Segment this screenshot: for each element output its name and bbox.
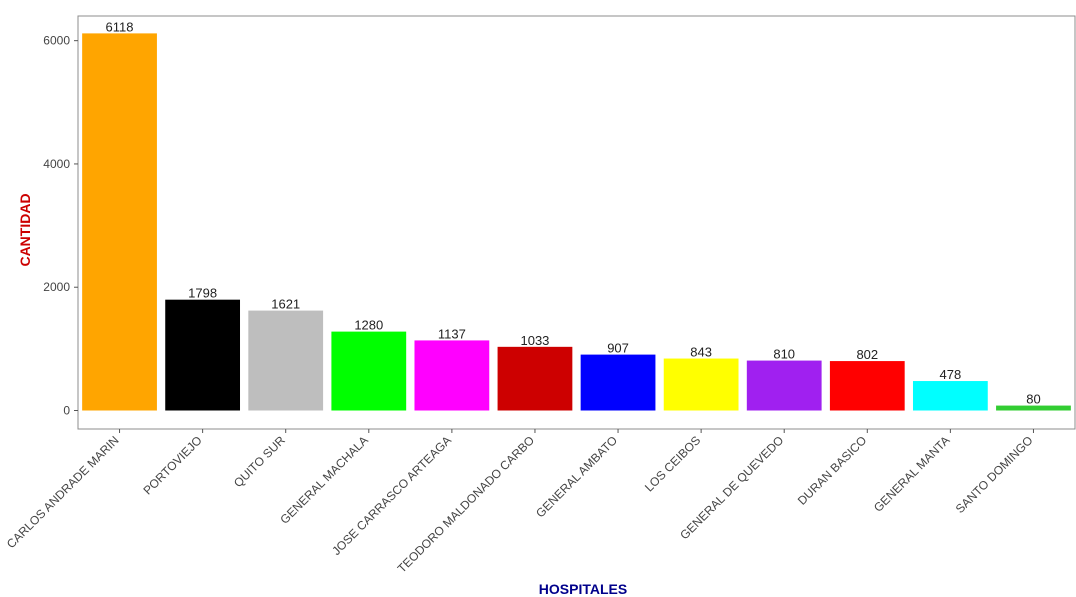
data-label: 1798: [188, 286, 217, 301]
bar: [663, 358, 739, 411]
bar: [746, 360, 822, 411]
data-label: 802: [856, 347, 878, 362]
bar: [248, 310, 324, 411]
bar: [996, 405, 1071, 411]
x-axis-title: HOSPITALES: [539, 581, 627, 597]
y-axis: 0 2000 4000 6000: [43, 34, 78, 418]
bar: [331, 331, 407, 411]
bars-group: [82, 33, 1071, 411]
y-axis-title: CANTIDAD: [17, 193, 33, 266]
data-label: 907: [607, 341, 629, 356]
data-label: 810: [773, 347, 795, 362]
plot-panel-border: [77, 15, 1076, 430]
data-label: 6118: [106, 19, 134, 34]
bar: [580, 354, 656, 411]
y-tick-label: 6000: [43, 34, 70, 48]
data-label: 1621: [271, 297, 300, 312]
bar: [165, 299, 241, 411]
data-label: 843: [690, 345, 712, 360]
data-label: 478: [940, 367, 962, 382]
bar: [829, 361, 905, 411]
data-label: 80: [1026, 392, 1040, 407]
data-labels-group: 6118 1798 1621 1280 1137 1033 907 843 810 802 478 8…: [106, 19, 1041, 406]
y-tick-label: 4000: [43, 157, 70, 171]
data-label: 1280: [354, 318, 383, 333]
bar: [414, 340, 490, 411]
data-label: 1033: [520, 333, 549, 348]
y-tick-label: 2000: [43, 280, 70, 294]
bar: [912, 381, 988, 411]
bar: [82, 33, 157, 411]
bar: [497, 346, 573, 411]
data-label: 1137: [438, 326, 466, 341]
y-tick-label: 0: [63, 404, 70, 418]
